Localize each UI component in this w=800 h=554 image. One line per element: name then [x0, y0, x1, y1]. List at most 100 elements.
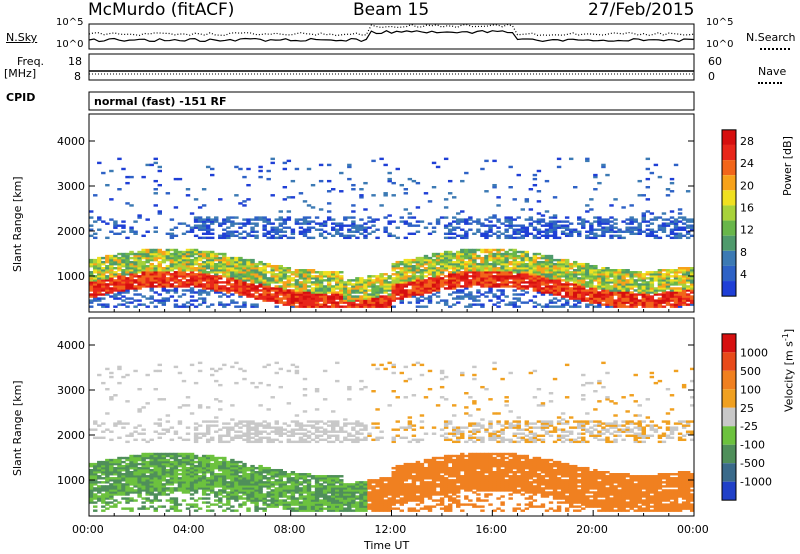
heatmap-cell: [177, 454, 183, 458]
heatmap-cell: [121, 264, 126, 268]
heatmap-cell: [266, 479, 271, 482]
heatmap-cell: [201, 226, 207, 229]
heatmap-cell: [379, 279, 384, 282]
heatmap-cell: [101, 473, 106, 476]
heatmap-cell: [443, 226, 449, 229]
heatmap-cell: [121, 468, 126, 472]
heatmap-cell: [185, 473, 191, 476]
heatmap-cell: [153, 481, 158, 484]
heatmap-cell: [250, 289, 255, 292]
heatmap-cell: [177, 250, 183, 254]
heatmap-cell: [89, 260, 94, 264]
heatmap-cell: [294, 299, 300, 302]
heatmap-cell: [492, 254, 497, 258]
heatmap-cell: [395, 226, 400, 229]
heatmap-cell: [197, 267, 203, 270]
heatmap-cell: [524, 254, 530, 258]
heatmap-cell: [609, 287, 614, 290]
heatmap-cell: [359, 295, 364, 298]
heatmap-cell: [101, 256, 106, 260]
heatmap-cell: [113, 224, 118, 227]
heatmap-cell: [589, 273, 594, 276]
heatmap-cell: [520, 269, 525, 272]
heatmap-cell: [331, 277, 336, 280]
heatmap-cell: [577, 271, 582, 274]
heatmap-cell: [468, 283, 473, 286]
heatmap-cell: [282, 485, 288, 488]
heatmap-cell: [536, 190, 542, 193]
heatmap-cell: [185, 285, 191, 288]
heatmap-cell: [500, 273, 505, 276]
heatmap-cell: [125, 489, 130, 492]
heatmap-cell: [581, 289, 586, 292]
heatmap-cell: [326, 271, 332, 274]
heatmap-cell: [544, 260, 550, 264]
heatmap-cell: [597, 279, 602, 282]
heatmap-cell: [605, 220, 610, 223]
heatmap-cell: [411, 291, 417, 294]
heatmap-cell: [141, 428, 146, 431]
heatmap-cell: [447, 287, 453, 290]
heatmap-cell: [250, 281, 255, 284]
heatmap-cell: [472, 258, 477, 262]
heatmap-cell: [226, 497, 231, 500]
heatmap-cell: [129, 462, 134, 466]
heatmap-cell: [504, 262, 509, 266]
heatmap-cell: [274, 481, 279, 484]
heatmap-cell: [270, 297, 275, 300]
heatmap-cell: [161, 289, 167, 292]
heatmap-cell: [552, 267, 558, 270]
heatmap-cell: [431, 269, 437, 272]
heatmap-cell: [399, 267, 404, 270]
heatmap-cell: [677, 289, 683, 292]
heatmap-cell: [165, 279, 171, 282]
heatmap-cell: [629, 220, 634, 223]
heatmap-cell: [250, 497, 255, 500]
heatmap-cell: [189, 267, 195, 270]
heatmap-cell: [452, 275, 457, 278]
heatmap-cell: [363, 281, 368, 284]
heatmap-cell: [93, 258, 98, 262]
heatmap-cell: [141, 501, 146, 504]
heatmap-cell: [347, 236, 352, 240]
heatmap-cell: [205, 236, 211, 240]
heatmap-cell: [617, 287, 622, 290]
heatmap-cell: [153, 489, 158, 492]
heatmap-cell: [504, 264, 509, 268]
heatmap-cell: [464, 220, 469, 223]
heatmap-cell: [544, 267, 550, 270]
heatmap-cell: [218, 262, 223, 266]
heatmap-cell: [117, 464, 122, 468]
heatmap-cell: [197, 369, 203, 373]
heatmap-cell: [520, 252, 525, 256]
heatmap-cell: [641, 289, 646, 292]
heatmap-cell: [512, 254, 517, 258]
heatmap-cell: [480, 281, 485, 284]
heatmap-cell: [173, 273, 179, 276]
heatmap-cell: [181, 404, 187, 407]
heatmap-cell: [189, 281, 195, 284]
heatmap-cell: [439, 267, 445, 270]
heatmap-cell: [258, 466, 263, 470]
heatmap-cell: [306, 228, 312, 231]
heatmap-cell: [556, 285, 562, 288]
heatmap-cell: [117, 456, 122, 460]
heatmap-cell: [331, 285, 336, 288]
heatmap-cell: [577, 289, 582, 292]
heatmap-cell: [197, 479, 203, 482]
heatmap-cell: [387, 177, 392, 181]
heatmap-cell: [347, 177, 352, 181]
heatmap-cell: [109, 473, 114, 476]
heatmap-cell: [205, 305, 211, 308]
heatmap-cell: [145, 477, 150, 480]
heatmap-cell: [169, 471, 175, 474]
heatmap-cell: [625, 273, 630, 276]
heatmap-cell: [383, 285, 388, 288]
heatmap-cell: [564, 226, 570, 229]
heatmap-cell: [113, 295, 118, 298]
heatmap-cell: [234, 301, 239, 304]
heatmap-cell: [488, 230, 493, 233]
heatmap-cell: [544, 256, 550, 260]
heatmap-cell: [298, 305, 304, 308]
heatmap-cell: [157, 369, 162, 373]
